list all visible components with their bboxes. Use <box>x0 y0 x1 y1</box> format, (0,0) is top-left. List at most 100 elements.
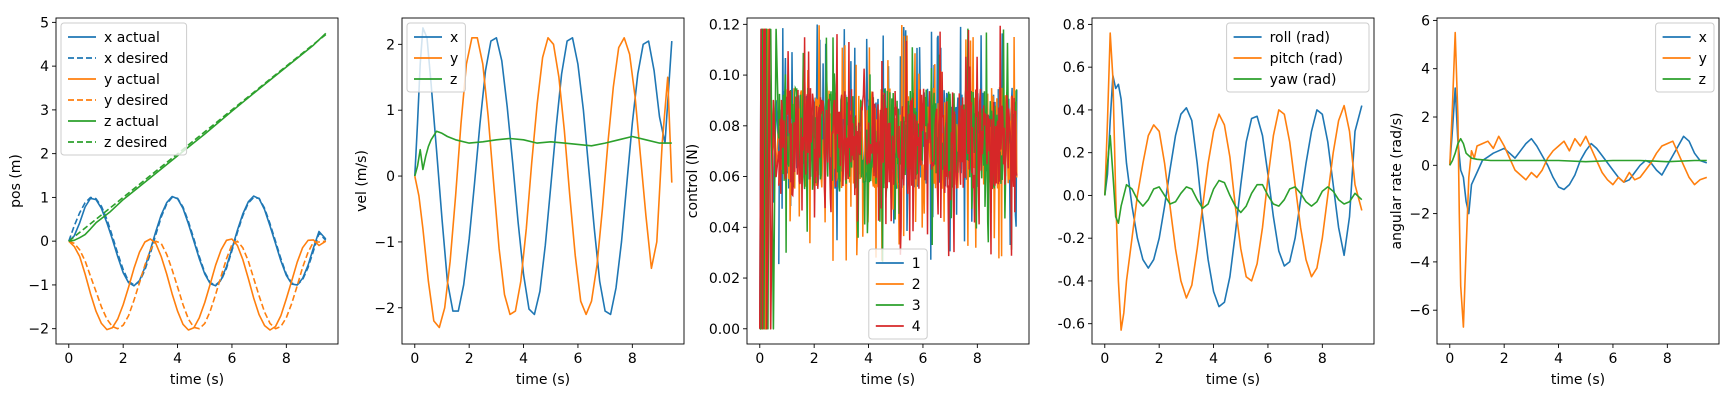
y-tick-label: 0 <box>386 169 395 185</box>
y-tick-label: −2 <box>374 301 395 317</box>
legend: xyz <box>1655 22 1715 93</box>
x-tick-label: 8 <box>628 351 637 367</box>
legend-label: yaw (rad) <box>1270 72 1337 88</box>
x-tick-label: 4 <box>173 351 182 367</box>
x-tick-label: 4 <box>1554 351 1563 367</box>
axes-frame <box>1091 17 1375 345</box>
x-tick-label: 2 <box>810 351 819 367</box>
plot-area <box>414 27 673 329</box>
x-tick-label: 4 <box>864 351 873 367</box>
axes-frame <box>55 17 339 345</box>
series-line-z-desired <box>68 33 327 242</box>
y-tick-label: -0.2 <box>1058 231 1085 247</box>
axes-frame <box>1436 17 1720 345</box>
y-tick-label: −1 <box>28 278 49 294</box>
series-line-x <box>1449 87 1708 215</box>
x-tick-label: 8 <box>973 351 982 367</box>
y-axis-label: control (N) <box>685 144 701 218</box>
y-axis-label: angular rate (rad/s) <box>1389 113 1405 250</box>
chart-panel-3: 0 2 4 6 8 0.00 0.02 0.04 0.06 0.08 0.10 0.12 time (s… <box>685 17 1030 388</box>
series-line-pitch-rad- <box>1104 32 1363 331</box>
x-tick-label: 6 <box>1608 351 1617 367</box>
x-axis-label: time (s) <box>516 372 570 388</box>
legend-label: z actual <box>104 114 159 130</box>
y-tick-label: 0.2 <box>1063 146 1085 162</box>
y-tick-label: -0.4 <box>1058 274 1085 290</box>
legend-label: y <box>1699 51 1707 67</box>
legend-label: 3 <box>912 298 921 314</box>
legend: xyz <box>406 22 466 93</box>
legend-label: z desired <box>104 135 167 151</box>
legend-frame <box>60 22 188 156</box>
y-tick-label: 5 <box>40 15 49 31</box>
legend: roll (rad) pitch (rad) yaw (rad) <box>1226 22 1370 93</box>
y-tick-label: 0.10 <box>709 68 740 84</box>
axes-frame <box>401 17 685 345</box>
series-line-z <box>1449 137 1707 166</box>
y-tick-label: 0.0 <box>1063 188 1085 204</box>
x-tick-label: 8 <box>282 351 291 367</box>
series-line-y-actual <box>68 238 327 331</box>
x-tick-label: 0 <box>755 351 764 367</box>
legend-label: x <box>450 30 458 46</box>
legend-label: y desired <box>104 93 168 109</box>
y-tick-label: 0.04 <box>709 220 740 236</box>
y-tick-label: 0.6 <box>1063 60 1085 76</box>
y-tick-label: −6 <box>1409 303 1430 319</box>
y-tick-label: 1 <box>40 190 49 206</box>
y-axis-label: pos (m) <box>8 154 24 208</box>
legend-label: z <box>450 72 457 88</box>
x-tick-label: 2 <box>1500 351 1509 367</box>
y-tick-label: 0.4 <box>1063 103 1085 119</box>
legend-label: 2 <box>912 277 921 293</box>
series-line-y <box>414 36 673 329</box>
legend-label: 4 <box>912 319 921 335</box>
legend: x actual x desired y actual y desired z actu… <box>60 22 188 156</box>
legend-label: 1 <box>912 256 921 272</box>
y-tick-label: −2 <box>28 322 49 338</box>
series-line-4 <box>758 28 780 330</box>
legend-label: x desired <box>104 51 168 67</box>
x-tick-label: 2 <box>1155 351 1164 367</box>
series-line-y <box>1449 31 1708 328</box>
y-tick-label: 0.06 <box>709 170 740 186</box>
series-line-z <box>414 130 672 177</box>
x-tick-label: 6 <box>918 351 927 367</box>
y-tick-label: 4 <box>1421 62 1430 78</box>
series-line-x-desired <box>68 196 327 286</box>
series-line-y-desired <box>68 240 326 330</box>
y-tick-label: −4 <box>1409 255 1430 271</box>
x-tick-label: 0 <box>64 351 73 367</box>
x-tick-label: 8 <box>1663 351 1672 367</box>
x-axis-label: time (s) <box>1551 372 1605 388</box>
x-tick-label: 4 <box>519 351 528 367</box>
plot-area <box>1449 31 1708 328</box>
y-tick-label: 0 <box>40 234 49 250</box>
x-tick-label: 6 <box>573 351 582 367</box>
legend-label: roll (rad) <box>1270 30 1330 46</box>
y-tick-label: 2 <box>386 37 395 53</box>
x-tick-label: 6 <box>227 351 236 367</box>
y-tick-label: 0.12 <box>709 17 740 33</box>
legend-label: pitch (rad) <box>1270 51 1343 67</box>
y-tick-label: 0 <box>1421 158 1430 174</box>
chart-panel-4: 0 2 4 6 8 -0.6 -0.4 -0.2 0.0 0.2 0.4 0.6 0.8 time (s)… <box>1058 17 1375 388</box>
plot-area <box>68 32 327 331</box>
axes-frame <box>746 17 1030 345</box>
legend-frame <box>868 248 928 340</box>
y-tick-label: 2 <box>40 147 49 163</box>
series-line-3 <box>759 28 780 330</box>
y-tick-label: 3 <box>40 103 49 119</box>
y-tick-label: 0.08 <box>709 119 740 135</box>
legend-label: y <box>450 51 458 67</box>
legend-label: x actual <box>104 30 160 46</box>
y-tick-label: 0.00 <box>709 322 740 338</box>
x-axis-label: time (s) <box>170 372 224 388</box>
x-tick-label: 8 <box>1318 351 1327 367</box>
x-tick-label: 2 <box>465 351 474 367</box>
series-line-4-noise <box>778 25 1018 257</box>
y-tick-label: 1 <box>386 103 395 119</box>
x-axis-label: time (s) <box>1206 372 1260 388</box>
